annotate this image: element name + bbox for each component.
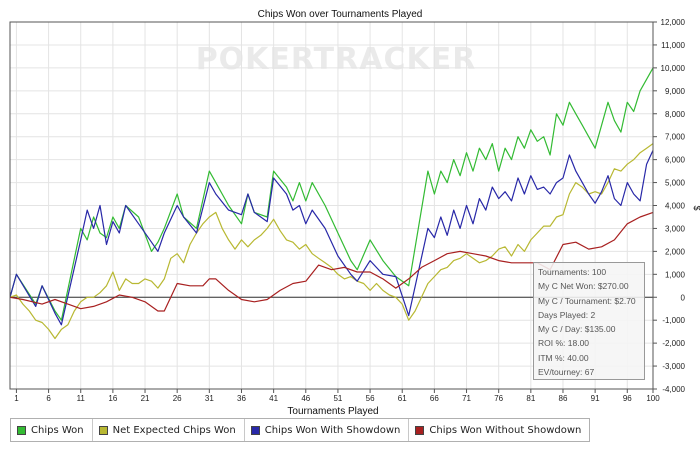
legend-swatch [17,425,26,435]
x-tick-label: 21 [141,394,150,403]
x-tick-label: 71 [462,394,471,403]
y-tick-label: 7,000 [665,133,686,142]
x-axis-label: Tournaments Played [287,406,378,417]
x-tick-label: 36 [237,394,246,403]
x-tick-label: 51 [333,394,342,403]
y-tick-label: 8,000 [665,110,686,119]
x-tick-label: 56 [366,394,375,403]
legend-item-chips-won[interactable]: Chips Won [11,419,93,441]
y-tick-label: 3,000 [665,224,686,233]
legend-item-net-expected[interactable]: Net Expected Chips Won [93,419,245,441]
x-tick-label: 46 [301,394,310,403]
x-tick-label: 11 [77,394,86,403]
legend-swatch [415,425,425,435]
legend-swatch [250,425,260,435]
x-tick-label: 6 [46,394,51,403]
x-tick-label: 100 [646,394,660,403]
stat-tournaments: Tournaments: 100 [538,267,607,277]
stat-per-day: My C / Day: $135.00 [538,324,616,335]
y-tick-label: -4,000 [662,385,685,394]
stat-net-won: My C Net Won: $270.00 [538,281,629,292]
series-line-1 [9,143,654,340]
stat-roi: ROI %: 18.00 [538,338,590,349]
y-tick-label: 10,000 [661,64,686,73]
x-tick-label: 31 [205,394,214,403]
x-tick-label: 76 [494,394,503,403]
y-tick-label: 1,000 [665,270,686,279]
x-tick-label: 16 [108,394,117,403]
y-tick-label: 2,000 [665,247,686,256]
legend-label: Chips Won With Showdown [264,424,401,436]
legend-label: Net Expected Chips Won [112,424,236,436]
legend-label: Chips Won Without Showdown [429,424,582,436]
y-tick-label: 5,000 [665,179,686,188]
series-line-2 [9,150,654,326]
y-tick-label: -2,000 [662,339,685,348]
stat-itm: ITM %: 40.00 [538,352,589,363]
x-tick-label: 91 [591,394,600,403]
stats-tooltip: Tournaments: 100 My C Net Won: $270.00 M… [533,262,645,380]
y-tick-label: -1,000 [662,316,685,325]
x-tick-label: 96 [623,394,632,403]
x-tick-label: 86 [559,394,568,403]
stat-ev: EV/tourney: 67 [538,367,595,378]
y-tick-label: 0 [681,293,686,302]
chart-legend: Chips Won Net Expected Chips Won Chips W… [10,418,591,442]
y-axis: -4,000 -3,000 -2,000 -1,000 0 1,000 2,000 3,000… [653,18,686,394]
x-tick-label: 26 [173,394,182,403]
y-tick-label: 9,000 [665,87,686,96]
legend-item-with-showdown[interactable]: Chips Won With Showdown [245,419,410,441]
y-tick-label: 6,000 [665,156,686,165]
chart-title: Chips Won over Tournaments Played [258,9,423,20]
y-tick-label: 11,000 [661,41,685,50]
x-tick-label: 66 [430,394,439,403]
x-tick-label: 1 [14,394,19,403]
stat-days-played: Days Played: 2 [538,309,596,320]
legend-label: Chips Won [31,424,84,436]
y-tick-label: -3,000 [662,362,685,371]
y-tick-label: 4,000 [665,202,686,211]
x-tick-label: 61 [398,394,407,403]
x-tick-label: 81 [526,394,535,403]
watermark-logo: POKERTRACKER [196,42,477,77]
legend-item-without-showdown[interactable]: Chips Won Without Showdown [409,419,589,441]
y-tick-label: 12,000 [661,18,686,27]
x-tick-label: 41 [269,394,278,403]
stat-per-tournament: My C / Tournament: $2.70 [538,295,636,306]
y-axis-label: $ [692,205,700,210]
legend-swatch [98,425,108,435]
x-axis: 1 6 11 16 21 26 31 36 41 46 51 56 61 66 71 76 81 86 91 96 10… [14,389,660,403]
watermark-text: POKERTRACKER [196,42,477,77]
